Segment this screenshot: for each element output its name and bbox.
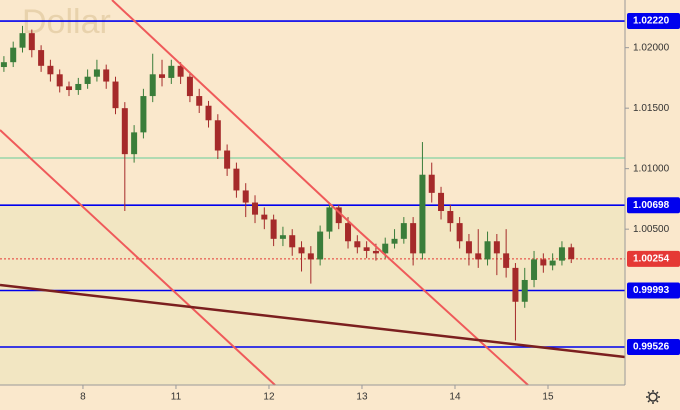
level-tag (627, 13, 680, 30)
candle-body (410, 223, 417, 254)
y-tick-label: 1.01500 (633, 103, 670, 114)
candle-body (75, 83, 82, 91)
candle-body (326, 207, 333, 232)
candle-body (84, 76, 91, 84)
candle-body (177, 65, 184, 77)
candle-body (503, 253, 510, 268)
candle-body (140, 96, 147, 133)
candle-body (121, 108, 128, 155)
level-label: 1.00698 (633, 200, 670, 211)
candle-body (419, 174, 426, 254)
candle-body (93, 69, 100, 77)
candle-body (391, 238, 398, 244)
candle-body (186, 76, 193, 97)
candle-body (345, 223, 352, 242)
candle-body (317, 231, 324, 260)
trend-line (0, 129, 276, 386)
candle-body (279, 235, 286, 239)
candle-body (233, 168, 240, 191)
candle-body (224, 150, 231, 169)
x-tick-label: 14 (449, 392, 461, 403)
candle-body (456, 223, 463, 242)
level-tag (627, 197, 680, 214)
candle-body (540, 259, 547, 266)
candle-body (289, 235, 296, 248)
candle-body (19, 33, 26, 48)
candle-body (261, 214, 268, 220)
range-shade (0, 206, 625, 385)
candle-body (131, 132, 138, 155)
settings-icon[interactable] (646, 390, 660, 404)
candle-body (47, 65, 54, 75)
candle-body (307, 253, 314, 260)
candle-body (205, 105, 212, 121)
candle-body (112, 81, 119, 109)
last-price-tag (627, 250, 680, 267)
candle-body (242, 190, 249, 203)
candle-body (66, 86, 73, 91)
candle-body (531, 259, 538, 280)
level-label: 0.99993 (633, 285, 670, 296)
candle-body (196, 96, 203, 106)
candle-body (56, 74, 63, 87)
y-tick-label: 1.01000 (633, 163, 670, 174)
candle-body (493, 241, 500, 254)
level-label: 0.99526 (633, 342, 670, 353)
candle-body (484, 241, 491, 260)
candle-body (335, 207, 342, 224)
candle-body (372, 250, 379, 254)
level-label: 1.02220 (633, 16, 670, 27)
gear-teeth[interactable] (646, 390, 660, 404)
candle-body (428, 174, 435, 193)
candle-body (168, 65, 175, 78)
candle-body (28, 33, 35, 51)
candle-body (252, 202, 259, 215)
candle-body (447, 211, 454, 224)
candle-body (354, 241, 361, 248)
candle-body (512, 267, 519, 302)
watermark: Dollar (22, 3, 111, 41)
plot: 1.02000 1.01500 1.01000 1.00500 8 11 12 13 14 15 (0, 20, 670, 403)
y-tick-label: 1.02000 (633, 42, 670, 53)
x-tick-label: 13 (356, 392, 368, 403)
level-tag (627, 282, 680, 299)
candle-body (568, 247, 575, 259)
last-price-label: 1.00254 (633, 254, 670, 265)
candle-body (438, 192, 445, 212)
candle-body (521, 279, 528, 302)
candle-body (103, 69, 110, 82)
candle-body (475, 253, 482, 260)
x-tick-label: 11 (171, 392, 182, 403)
x-tick-label: 8 (80, 392, 86, 403)
candle-body (0, 62, 7, 68)
trend-line (111, 0, 361, 233)
candle-body (270, 219, 277, 239)
candle-body (298, 247, 305, 254)
candle-body (558, 247, 565, 261)
candle-body (10, 47, 17, 63)
candle-body (149, 74, 156, 97)
level-tag (627, 339, 680, 356)
candle-body (549, 260, 556, 266)
candle-body (382, 243, 389, 254)
candle-body (465, 241, 472, 254)
y-tick-label: 1.00500 (633, 224, 670, 235)
candle-body (214, 120, 221, 151)
candle-body (159, 74, 166, 78)
x-tick-label: 12 (263, 392, 275, 403)
candle-body (363, 247, 370, 251)
gear[interactable] (648, 392, 658, 402)
trend-line (359, 231, 529, 386)
candle-body (400, 223, 407, 239)
x-tick-label: 15 (542, 392, 554, 403)
trend-line (0, 283, 626, 359)
candle-body (38, 50, 45, 66)
